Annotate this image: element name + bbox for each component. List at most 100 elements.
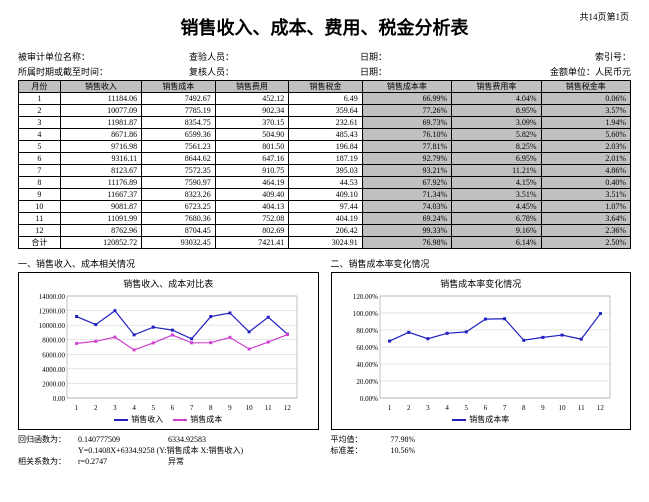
svg-text:60.00%: 60.00%: [356, 344, 378, 352]
svg-text:4: 4: [132, 404, 136, 412]
col-header: 销售成本: [142, 81, 216, 93]
table-row: 78123.677572.35910.75395.0393.21%11.21%4…: [19, 165, 631, 177]
cell: 196.84: [289, 141, 363, 153]
cell: 7785.19: [142, 105, 216, 117]
cell: 76.98%: [362, 237, 451, 249]
cell: 5.82%: [452, 129, 541, 141]
table-row: 59716.987561.23801.50196.8477.81%8.25%2.…: [19, 141, 631, 153]
cell: 801.50: [215, 141, 289, 153]
cell: 5.60%: [541, 129, 630, 141]
cell: 232.61: [289, 117, 363, 129]
meta-date2: 日期：: [360, 65, 531, 78]
svg-text:2: 2: [94, 404, 98, 412]
cell: 11: [19, 213, 61, 225]
svg-text:10: 10: [558, 404, 566, 412]
svg-text:8: 8: [209, 404, 213, 412]
svg-text:11: 11: [265, 404, 272, 412]
cell: 452.12: [215, 93, 289, 105]
section-2: 二、销售成本率变化情况 销售成本率变化情况 120.00%100.00%80.0…: [331, 257, 632, 468]
svg-text:6000.00: 6000.00: [42, 351, 65, 359]
svg-text:10000.00: 10000.00: [39, 322, 66, 330]
cell: 409.10: [289, 189, 363, 201]
legend-item: 销售收入: [114, 414, 163, 425]
cell: 74.03%: [362, 201, 451, 213]
table-row: 109081.876723.25404.1397.4474.03%4.45%1.…: [19, 201, 631, 213]
meta-inspector: 查验人员：: [189, 50, 360, 63]
svg-text:4: 4: [445, 404, 449, 412]
stat-reg-a: 0.140777509: [78, 434, 168, 445]
sec1-head: 一、销售收入、成本相关情况: [18, 257, 319, 270]
cell: 4.86%: [541, 165, 630, 177]
chart-1: 销售收入、成本对比表 14000.0012000.0010000.008000.…: [18, 272, 319, 430]
table-row: 合计120852.7293032.457421.413024.9176.98%6…: [19, 237, 631, 249]
cell: 8323.26: [142, 189, 216, 201]
cell: 6599.36: [142, 129, 216, 141]
cell: 9.16%: [452, 225, 541, 237]
cell: 8762.96: [60, 225, 141, 237]
stat-std-label: 标准差：: [331, 445, 391, 456]
cell: 504.90: [215, 129, 289, 141]
meta-date1: 日期：: [360, 50, 531, 63]
cell: 187.19: [289, 153, 363, 165]
cell: 1.07%: [541, 201, 630, 213]
svg-text:3: 3: [113, 404, 117, 412]
cell: 7572.35: [142, 165, 216, 177]
page-number: 共14页第1页: [579, 10, 629, 23]
cell: 10077.09: [60, 105, 141, 117]
table-row: 811176.897590.97464.1944.5367.92%4.15%0.…: [19, 177, 631, 189]
cell: 9316.11: [60, 153, 141, 165]
page-title: 销售收入、成本、费用、税金分析表: [18, 14, 631, 40]
cell: 7421.41: [215, 237, 289, 249]
cell: 合计: [19, 237, 61, 249]
svg-text:11: 11: [577, 404, 584, 412]
cell: 77.81%: [362, 141, 451, 153]
col-header: 销售收入: [60, 81, 141, 93]
cell: 4: [19, 129, 61, 141]
cell: 3: [19, 117, 61, 129]
cell: 77.26%: [362, 105, 451, 117]
stat-corr-val: r=0.2747: [78, 456, 168, 467]
cell: 3024.91: [289, 237, 363, 249]
cell: 3.51%: [452, 189, 541, 201]
cell: 485.43: [289, 129, 363, 141]
svg-text:7: 7: [502, 404, 506, 412]
cell: 8: [19, 177, 61, 189]
cell: 9716.98: [60, 141, 141, 153]
cell: 71.34%: [362, 189, 451, 201]
col-header: 销售费用: [215, 81, 289, 93]
cell: 404.13: [215, 201, 289, 213]
col-header: 销售税金率: [541, 81, 630, 93]
chart-2: 销售成本率变化情况 120.00%100.00%80.00%60.00%40.0…: [331, 272, 632, 430]
cell: 11184.06: [60, 93, 141, 105]
svg-text:8000.00: 8000.00: [42, 337, 65, 345]
cell: 2.36%: [541, 225, 630, 237]
sec2-stats: 平均值：77.98% 标准差：10.56%: [331, 434, 632, 456]
stat-reg-b: 6334.92583: [168, 434, 206, 445]
svg-text:7: 7: [190, 404, 194, 412]
cell: 8704.45: [142, 225, 216, 237]
table-row: 1111091.997680.36752.08404.1969.24%6.78%…: [19, 213, 631, 225]
sec1-stats: 回归函数为：0.1407775096334.92583 Y=0.1408X+63…: [18, 434, 319, 468]
svg-text:120.00%: 120.00%: [352, 293, 377, 301]
col-header: 销售费用率: [452, 81, 541, 93]
svg-text:100.00%: 100.00%: [352, 310, 377, 318]
cell: 395.03: [289, 165, 363, 177]
cell: 3.64%: [541, 213, 630, 225]
svg-text:2: 2: [407, 404, 411, 412]
meta-unit: 被审计单位名称：: [18, 50, 189, 63]
svg-text:1: 1: [387, 404, 391, 412]
cell: 6.49: [289, 93, 363, 105]
svg-text:1: 1: [75, 404, 79, 412]
cell: 2.50%: [541, 237, 630, 249]
table-row: 128762.968704.45802.69206.4299.33%9.16%2…: [19, 225, 631, 237]
cell: 8671.86: [60, 129, 141, 141]
cell: 12: [19, 225, 61, 237]
cell: 2.03%: [541, 141, 630, 153]
cell: 2.01%: [541, 153, 630, 165]
cell: 1: [19, 93, 61, 105]
col-header: 销售成本率: [362, 81, 451, 93]
cell: 1.94%: [541, 117, 630, 129]
cell: 2: [19, 105, 61, 117]
cell: 206.42: [289, 225, 363, 237]
stat-mean-label: 平均值：: [331, 434, 391, 445]
